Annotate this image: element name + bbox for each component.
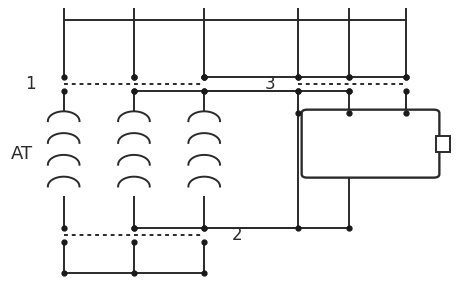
Text: M: M bbox=[362, 133, 380, 154]
FancyBboxPatch shape bbox=[436, 136, 450, 152]
Text: 2: 2 bbox=[232, 226, 242, 244]
Text: 1: 1 bbox=[26, 75, 36, 93]
Text: AT: AT bbox=[10, 145, 33, 163]
FancyBboxPatch shape bbox=[301, 110, 439, 178]
Text: 3: 3 bbox=[264, 75, 275, 93]
